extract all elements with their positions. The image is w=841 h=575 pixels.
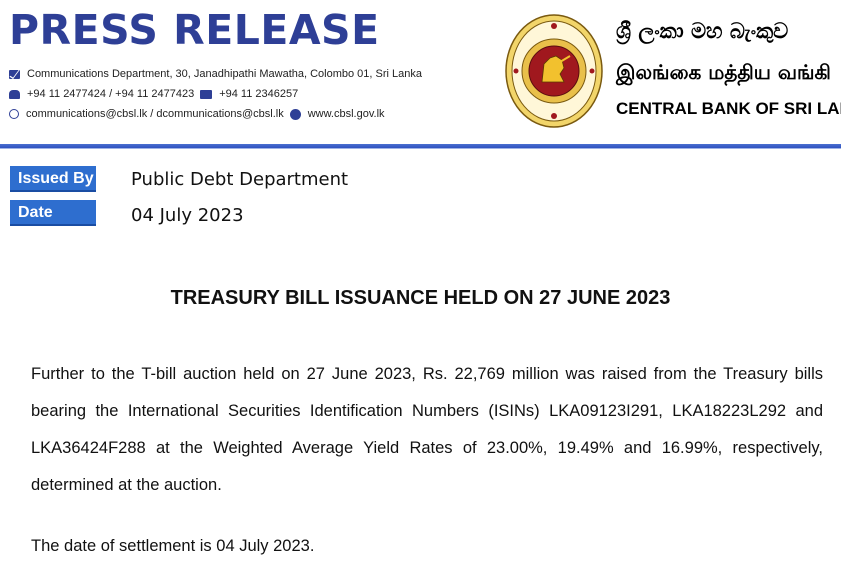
fax-group: +94 11 2346257 (200, 88, 298, 100)
date-value: 04 July 2023 (131, 205, 244, 226)
body-paragraph-2: The date of settlement is 04 July 2023. (31, 537, 315, 555)
central-bank-seal-icon (505, 14, 603, 128)
address-text: Communications Department, 30, Janadhipa… (27, 68, 422, 80)
document-title: TREASURY BILL ISSUANCE HELD ON 27 JUNE 2… (170, 287, 671, 309)
issued-by-value: Public Debt Department (131, 169, 349, 190)
phone-line: +94 11 2477424 / +94 11 2477423 +94 11 2… (9, 88, 298, 100)
phone-text: +94 11 2477424 / +94 11 2477423 (27, 88, 195, 100)
issued-by-label: Issued By (10, 166, 96, 192)
envelope-icon (9, 69, 20, 79)
body-paragraph-1: Further to the T-bill auction held on 27… (31, 365, 823, 494)
header-divider-thin (0, 148, 841, 149)
website-group: www.cbsl.gov.lk (289, 108, 385, 120)
email-line: communications@cbsl.lk / dcommunications… (9, 108, 385, 120)
letterhead: PRESS RELEASE Communications Department,… (0, 0, 841, 150)
header-divider (0, 144, 841, 148)
date-label: Date (10, 200, 96, 226)
address-line: Communications Department, 30, Janadhipa… (9, 68, 422, 80)
press-release-title: PRESS RELEASE (9, 6, 380, 54)
fax-text: +94 11 2346257 (219, 88, 299, 100)
phone-icon (9, 89, 20, 99)
email-text[interactable]: communications@cbsl.lk / dcommunications… (26, 108, 284, 120)
bank-name-sinhala: ශ්‍රී ලංකා මහ බැංකුව (616, 19, 789, 43)
website-text[interactable]: www.cbsl.gov.lk (307, 108, 385, 120)
at-icon (9, 109, 19, 119)
globe-icon (289, 108, 301, 120)
bank-name-english: CENTRAL BANK OF SRI LANKA (616, 99, 841, 118)
bank-name-tamil: இலங்கை மத்திய வங்கி (616, 60, 831, 84)
fax-icon (200, 89, 213, 99)
